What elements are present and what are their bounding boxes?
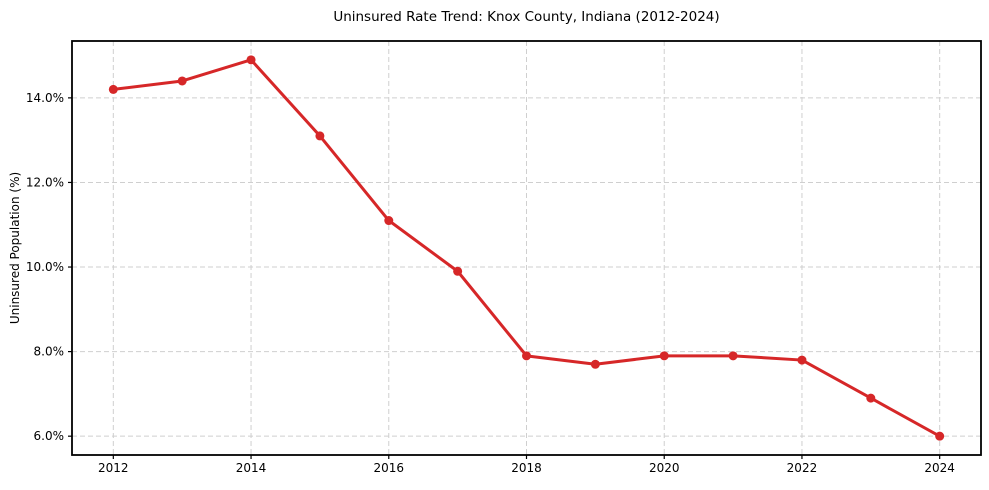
y-tick-label: 12.0% [26,175,64,189]
x-tick-label: 2018 [511,461,542,475]
y-tick-label: 14.0% [26,91,64,105]
data-point-marker [866,393,876,403]
data-point-marker [935,431,945,441]
data-point-marker [590,359,600,369]
data-point-marker [659,351,669,361]
plot-border [71,40,982,456]
x-tick-label: 2022 [787,461,818,475]
y-axis-title: Uninsured Population (%) [8,171,22,325]
x-tick-label: 2020 [649,461,680,475]
data-point-marker [728,351,738,361]
x-tick-label: 2012 [98,461,129,475]
data-point-marker [177,76,187,86]
y-tick-label: 10.0% [26,260,64,274]
data-point-marker [246,55,256,65]
data-point-marker [108,84,118,94]
data-point-marker [453,266,463,276]
data-point-marker [797,355,807,365]
y-tick-label: 8.0% [34,345,65,359]
data-point-marker [384,216,394,226]
x-tick-label: 2016 [373,461,404,475]
x-tick-label: 2024 [924,461,955,475]
x-tick-label: 2014 [236,461,267,475]
data-point-marker [315,131,325,141]
data-point-marker [522,351,531,361]
y-tick-label: 6.0% [34,429,65,443]
chart-title: Uninsured Rate Trend: Knox County, India… [333,9,720,25]
